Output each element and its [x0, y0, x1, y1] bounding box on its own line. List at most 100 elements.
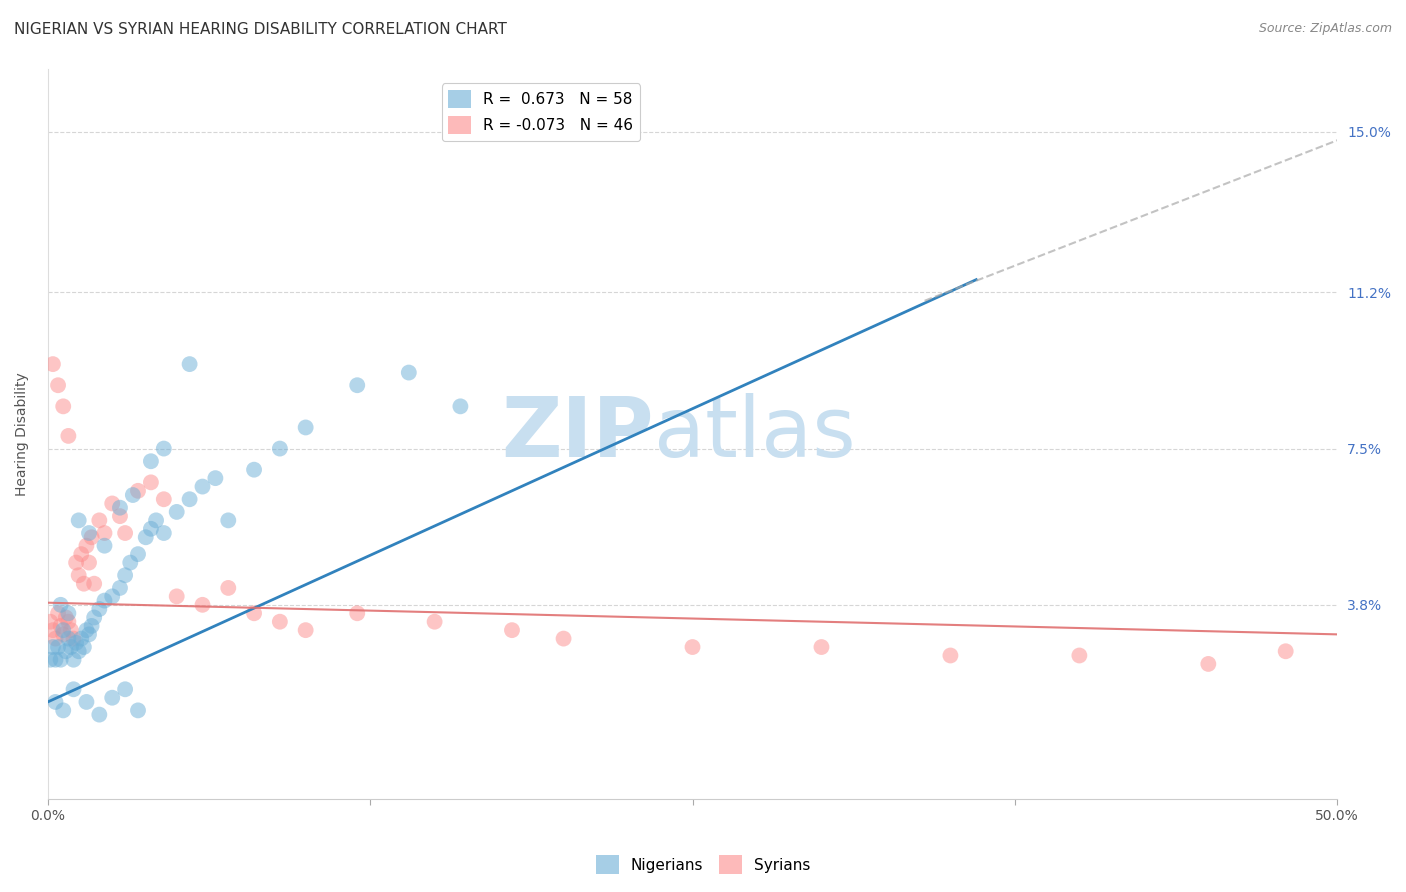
Point	[58, 607, 80, 621]
Point	[243, 607, 266, 621]
Point	[75, 539, 97, 553]
Point	[553, 632, 575, 646]
Point	[77, 526, 100, 541]
Point	[89, 602, 111, 616]
Point	[101, 690, 124, 705]
Point	[423, 615, 446, 629]
Point	[153, 492, 176, 507]
Point	[46, 607, 69, 621]
Point	[49, 598, 72, 612]
Y-axis label: Hearing Disability: Hearing Disability	[15, 372, 30, 496]
Point	[75, 695, 97, 709]
Point	[39, 653, 62, 667]
Point	[217, 513, 239, 527]
Point	[101, 590, 124, 604]
Point	[191, 598, 214, 612]
Point	[114, 526, 136, 541]
Point	[1069, 648, 1091, 663]
Point	[52, 400, 75, 414]
Point	[243, 463, 266, 477]
Point	[83, 610, 105, 624]
Point	[93, 593, 115, 607]
Point	[83, 576, 105, 591]
Point	[1274, 644, 1296, 658]
Point	[42, 357, 65, 371]
Point	[191, 479, 214, 493]
Text: atlas: atlas	[654, 393, 856, 475]
Point	[135, 530, 157, 544]
Point	[114, 682, 136, 697]
Point	[52, 623, 75, 637]
Point	[127, 547, 149, 561]
Point	[145, 513, 167, 527]
Point	[108, 509, 131, 524]
Point	[52, 703, 75, 717]
Point	[114, 568, 136, 582]
Point	[121, 488, 143, 502]
Point	[70, 632, 93, 646]
Point	[49, 653, 72, 667]
Point	[49, 619, 72, 633]
Point	[108, 500, 131, 515]
Point	[217, 581, 239, 595]
Point	[127, 483, 149, 498]
Point	[153, 526, 176, 541]
Point	[39, 615, 62, 629]
Point	[75, 623, 97, 637]
Point	[70, 547, 93, 561]
Point	[80, 530, 103, 544]
Point	[65, 556, 87, 570]
Point	[108, 581, 131, 595]
Point	[179, 492, 201, 507]
Point	[62, 682, 84, 697]
Point	[153, 442, 176, 456]
Point	[58, 429, 80, 443]
Point	[55, 610, 77, 624]
Point	[139, 522, 162, 536]
Point	[44, 695, 66, 709]
Point	[139, 475, 162, 490]
Point	[1197, 657, 1219, 671]
Point	[139, 454, 162, 468]
Point	[179, 357, 201, 371]
Point	[93, 539, 115, 553]
Point	[120, 556, 142, 570]
Point	[89, 513, 111, 527]
Point	[89, 707, 111, 722]
Point	[65, 636, 87, 650]
Point	[80, 619, 103, 633]
Point	[449, 400, 471, 414]
Point	[59, 640, 82, 654]
Point	[62, 632, 84, 646]
Point	[346, 607, 368, 621]
Point	[501, 623, 523, 637]
Point	[46, 378, 69, 392]
Point	[44, 653, 66, 667]
Point	[67, 644, 90, 658]
Point	[42, 623, 65, 637]
Point	[398, 366, 420, 380]
Point	[294, 623, 316, 637]
Point	[42, 640, 65, 654]
Text: Source: ZipAtlas.com: Source: ZipAtlas.com	[1258, 22, 1392, 36]
Point	[204, 471, 226, 485]
Point	[55, 644, 77, 658]
Point	[58, 632, 80, 646]
Point	[166, 590, 188, 604]
Point	[73, 640, 96, 654]
Point	[127, 703, 149, 717]
Legend: Nigerians, Syrians: Nigerians, Syrians	[589, 849, 817, 880]
Point	[44, 632, 66, 646]
Point	[93, 526, 115, 541]
Point	[269, 442, 291, 456]
Point	[59, 623, 82, 637]
Point	[62, 653, 84, 667]
Legend: R =  0.673   N = 58, R = -0.073   N = 46: R = 0.673 N = 58, R = -0.073 N = 46	[443, 84, 640, 141]
Point	[67, 568, 90, 582]
Point	[77, 556, 100, 570]
Point	[810, 640, 832, 654]
Point	[52, 627, 75, 641]
Point	[67, 513, 90, 527]
Point	[73, 576, 96, 591]
Point	[269, 615, 291, 629]
